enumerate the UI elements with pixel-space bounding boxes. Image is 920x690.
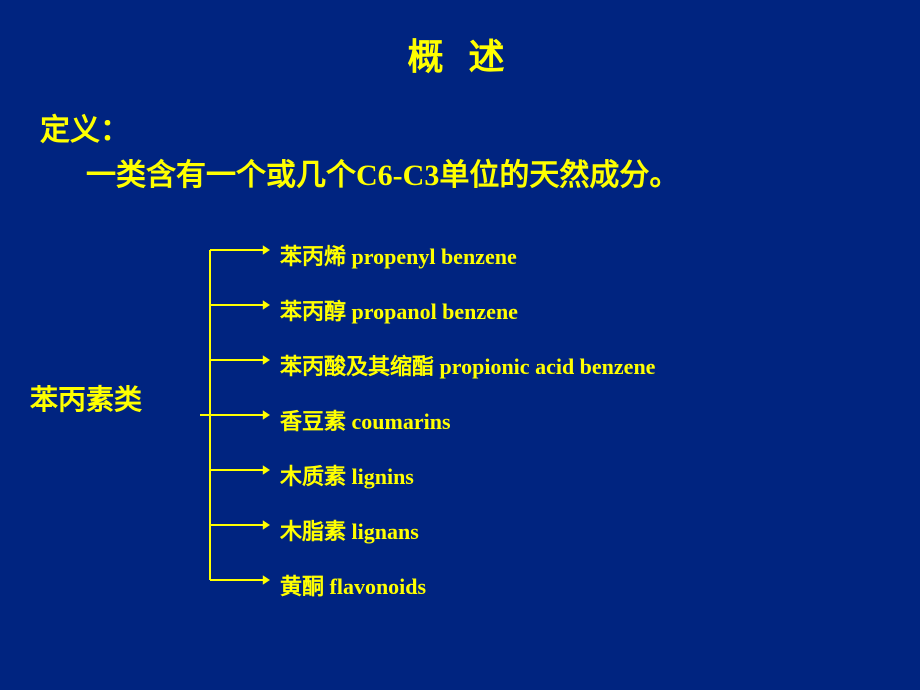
tree-root-label: 苯丙素类 — [30, 378, 142, 418]
branch-item: 木脂素 lignans — [280, 519, 655, 574]
definition-block: 定义： 一类含有一个或几个C6-C3单位的天然成分。 — [40, 108, 880, 198]
branch-item: 苯丙酸及其缩酯 propionic acid benzene — [280, 354, 655, 409]
slide-title: 概 述 — [0, 28, 920, 80]
branch-item: 苯丙烯 propenyl benzene — [280, 244, 655, 299]
branch-item: 黄酮 flavonoids — [280, 574, 655, 629]
branch-item: 苯丙醇 propanol benzene — [280, 299, 655, 354]
branch-item: 香豆素 coumarins — [280, 409, 655, 464]
definition-label: 定义： — [40, 108, 880, 153]
branch-item: 木质素 lignins — [280, 464, 655, 519]
definition-text: 一类含有一个或几个C6-C3单位的天然成分。 — [40, 153, 880, 198]
branch-list: 苯丙烯 propenyl benzene苯丙醇 propanol benzene… — [280, 244, 655, 629]
tree-bracket — [200, 240, 280, 620]
